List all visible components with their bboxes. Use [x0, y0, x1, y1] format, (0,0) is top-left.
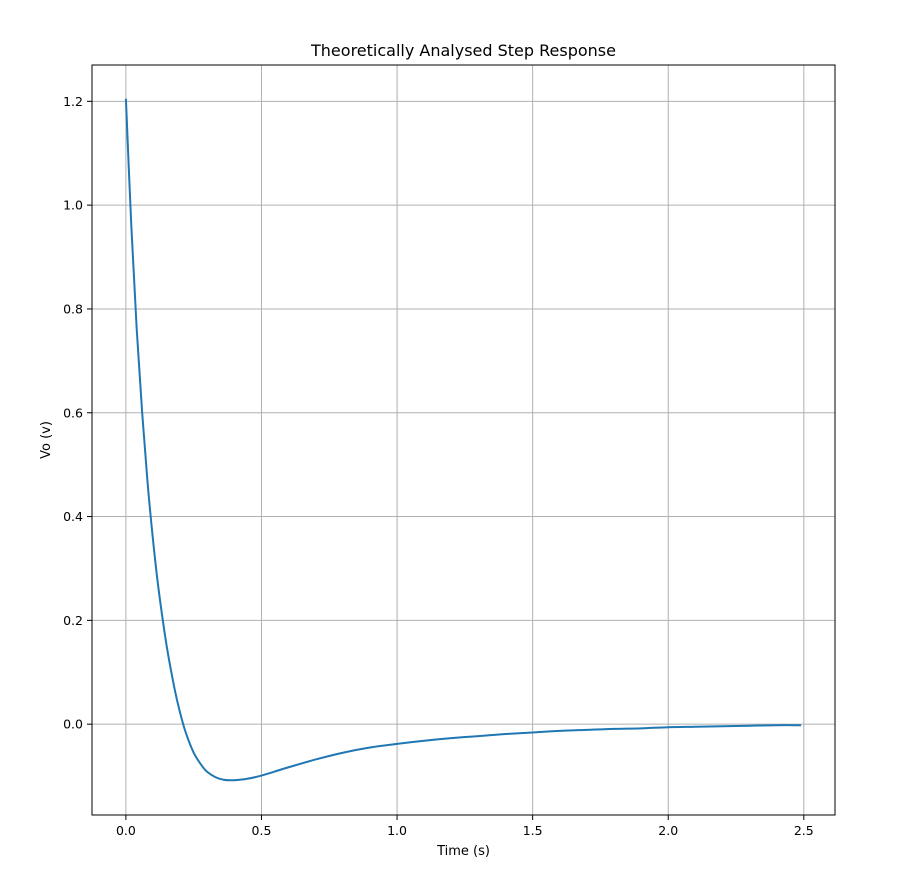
y-tick-label: 0.2	[63, 613, 83, 628]
series-line-0	[124, 98, 802, 782]
x-axis-label: Time (s)	[436, 844, 490, 859]
y-tick-label: 0.8	[63, 301, 83, 316]
plot-frame	[91, 64, 836, 816]
y-tick-label: 0.4	[63, 509, 83, 524]
x-tick-label: 2.5	[794, 823, 814, 838]
grid	[92, 65, 835, 815]
x-tick-label: 0.0	[116, 823, 136, 838]
y-tick-label: 0.0	[63, 717, 83, 732]
y-axis-label: Vo (v)	[39, 421, 54, 459]
x-tick-label: 2.0	[658, 823, 678, 838]
x-tick-label: 1.5	[523, 823, 543, 838]
y-tick-label: 1.2	[63, 94, 83, 109]
chart-title: Theoretically Analysed Step Response	[310, 41, 616, 60]
series-layer	[124, 98, 802, 782]
x-tick-label: 1.0	[387, 823, 407, 838]
ticks: 0.0 0.5 1.0 1.5 2.0 2.5 0.0 0.2 0.4 0.6 0.8 1.0 1.2	[63, 94, 814, 838]
y-tick-label: 1.0	[63, 198, 83, 213]
y-tick-label: 0.6	[63, 405, 83, 420]
x-tick-label: 0.5	[252, 823, 272, 838]
